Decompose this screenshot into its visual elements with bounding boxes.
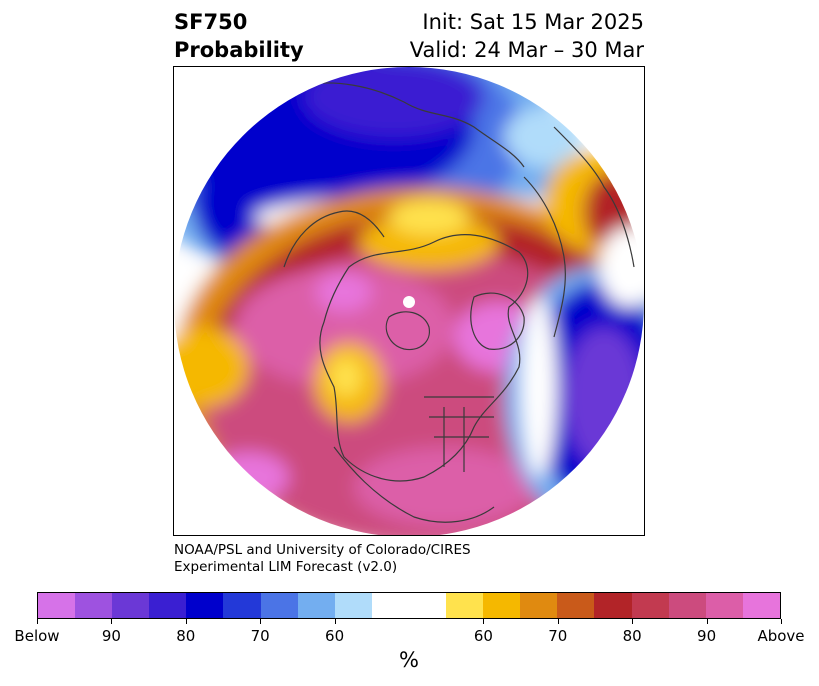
colorbar-segment <box>38 593 76 618</box>
colorbar-segment <box>297 593 335 618</box>
colorbar-tick-mark <box>185 619 187 624</box>
colorbar-segment <box>149 593 187 618</box>
colorbar-segment <box>483 593 521 618</box>
colorbar-segment <box>371 593 409 618</box>
colorbar-tick-mark <box>37 619 38 624</box>
colorbar-segment <box>742 593 780 618</box>
coastlines <box>283 82 635 523</box>
probability-map <box>173 66 645 536</box>
colorbar-tick-label: 70 <box>250 627 270 645</box>
colorbar-tick-label: 60 <box>325 627 345 645</box>
init-date: Init: Sat 15 Mar 2025 <box>422 10 644 34</box>
colorbar-tick-label: Above <box>757 627 805 645</box>
colorbar-tick-label: 80 <box>176 627 196 645</box>
colorbar-segment <box>186 593 224 618</box>
colorbar-tick-mark <box>260 619 262 624</box>
colorbar-segment <box>594 593 632 618</box>
colorbar-segment <box>260 593 298 618</box>
product-name: Probability <box>174 38 304 62</box>
colorbar-segment <box>631 593 669 618</box>
colorbar-segment <box>112 593 150 618</box>
colorbar-tick-label: 70 <box>548 627 568 645</box>
field-layer <box>174 67 644 535</box>
colorbar-segment <box>446 593 484 618</box>
colorbar-tick-label: Below <box>14 627 60 645</box>
colorbar-tick-mark <box>483 619 485 624</box>
colorbar-tick-label: 60 <box>473 627 493 645</box>
title-left: SF750 Probability <box>174 8 304 64</box>
colorbar-unit: % <box>399 648 419 672</box>
colorbar-tick-mark <box>706 619 708 624</box>
title-right: Init: Sat 15 Mar 2025 Valid: 24 Mar – 30… <box>410 8 644 64</box>
colorbar-segment <box>75 593 113 618</box>
colorbar-tick-label: 80 <box>622 627 642 645</box>
colorbar-tick-mark <box>557 619 559 624</box>
credit: NOAA/PSL and University of Colorado/CIRE… <box>174 542 471 576</box>
colorbar-segment <box>408 593 447 618</box>
map-svg <box>174 67 644 535</box>
colorbar-segment <box>705 593 743 618</box>
colorbar-tick-mark <box>781 619 782 624</box>
variable-name: SF750 <box>174 10 248 34</box>
colorbar-tick-mark <box>632 619 634 624</box>
colorbar-tick-label: 90 <box>101 627 121 645</box>
credit-line-1: NOAA/PSL and University of Colorado/CIRE… <box>174 542 471 558</box>
credit-line-2: Experimental LIM Forecast (v2.0) <box>174 559 398 575</box>
colorbar-segment <box>334 593 372 618</box>
colorbar-tick-mark <box>334 619 336 624</box>
colorbar-segment <box>557 593 595 618</box>
colorbar-tick-label: 90 <box>697 627 717 645</box>
colorbar-segment <box>520 593 558 618</box>
colorbar-tick-mark <box>111 619 113 624</box>
colorbar <box>37 592 781 619</box>
colorbar-segment <box>223 593 261 618</box>
colorbar-segment <box>668 593 706 618</box>
valid-range: Valid: 24 Mar – 30 Mar <box>409 38 644 62</box>
